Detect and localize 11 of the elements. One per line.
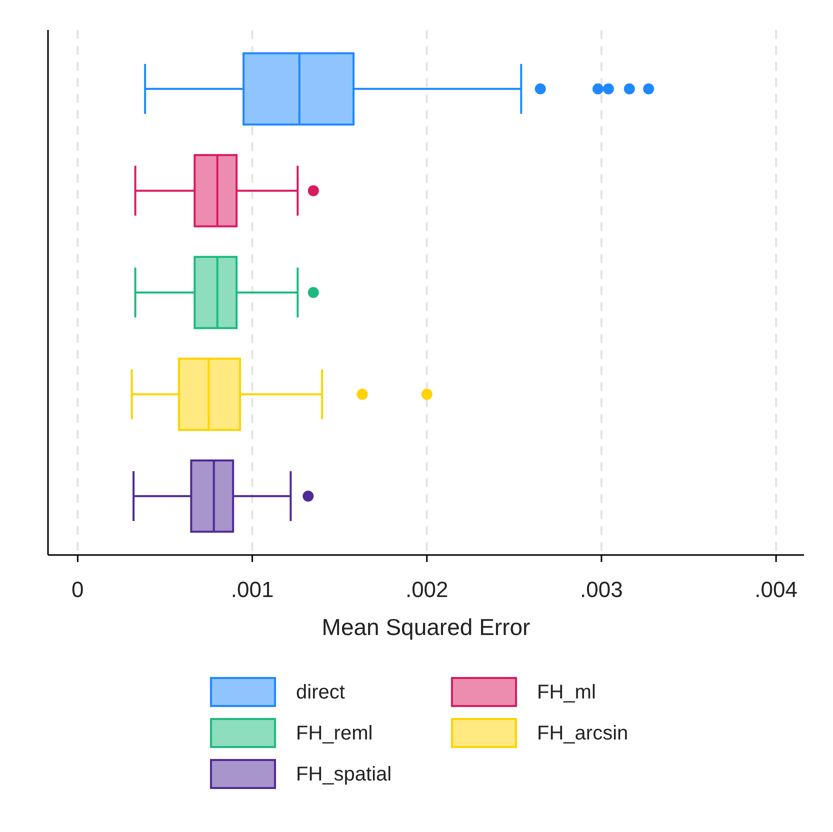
x-tick-label: .001 xyxy=(230,577,274,602)
legend-label: FH_reml xyxy=(296,722,373,744)
x-axis-title: Mean Squared Error xyxy=(322,614,531,640)
x-tick-label: 0 xyxy=(72,577,84,602)
legend-label: FH_spatial xyxy=(296,763,392,786)
legend-label: FH_arcsin xyxy=(537,722,628,744)
x-tick-label: .004 xyxy=(754,577,798,602)
legend-label: direct xyxy=(296,681,346,704)
x-tick-label: .002 xyxy=(405,577,448,602)
legend-label: FH_ml xyxy=(537,681,596,704)
x-tick-label: .003 xyxy=(580,577,623,602)
